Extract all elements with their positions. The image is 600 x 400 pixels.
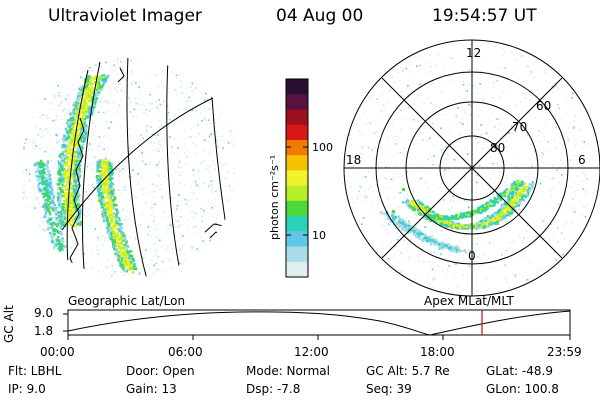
mlat-label-60: 60 [536,99,551,113]
info-seq: Seq: 39 [366,382,412,396]
colorbar: 100 10 photon cm⁻²s⁻¹ [268,78,333,278]
geographic-map [22,58,238,278]
timeline-xtick-1800: 18:00 [420,345,455,359]
timeline-xtick-1200: 12:00 [294,345,329,359]
info-gc-alt: GC Alt: 5.7 Re [366,364,450,378]
info-filter: Flt: LBHL [8,364,62,378]
info-ip: IP: 9.0 [8,382,46,396]
timeline-xtick-2359: 23:59 [547,345,582,359]
mlat-label-70: 70 [512,120,527,134]
auroral-oval-left [33,74,235,274]
auroral-oval-right [379,179,535,254]
timeline-xtick-0000: 00:00 [40,345,75,359]
timeline-ytick-high: 9.0 [34,306,54,320]
mlat-label-80: 80 [490,141,505,155]
right-map-title: Apex MLat/MLT [424,294,514,308]
altitude-curve [67,310,571,336]
polar-grid [343,39,600,297]
timeline-xtick-0600: 06:00 [168,345,203,359]
date-label: 04 Aug 00 [276,6,364,26]
geographic-grid [61,58,238,278]
colorbar-tick-10: 10 [312,229,326,242]
colorbar-unit-label: photon cm⁻²s⁻¹ [268,155,281,240]
instrument-title: Ultraviolet Imager [48,6,202,26]
altitude-timeline [63,309,571,340]
left-map-title: Geographic Lat/Lon [68,294,186,308]
info-door: Door: Open [126,364,195,378]
time-label: 19:54:57 UT [432,6,537,26]
mlt-label-6: 6 [578,153,586,167]
timeline-ytick-low: 1.8 [34,324,54,338]
mlt-label-0: 0 [468,249,476,263]
mlt-label-12: 12 [466,46,481,60]
mlt-label-18: 18 [346,153,361,167]
emission-speckle-left [22,58,236,277]
coastline [69,67,238,278]
info-glat: GLat: -48.9 [486,364,553,378]
info-mode: Mode: Normal [246,364,330,378]
info-glon: GLon: 100.8 [486,382,559,396]
colorbar-tick-100: 100 [312,141,333,154]
info-dsp: Dsp: -7.8 [246,382,301,396]
polar-map: 12 18 6 0 60 70 80 [343,39,600,297]
timeline-ylabel: GC Alt [2,305,16,343]
info-gain: Gain: 13 [126,382,177,396]
